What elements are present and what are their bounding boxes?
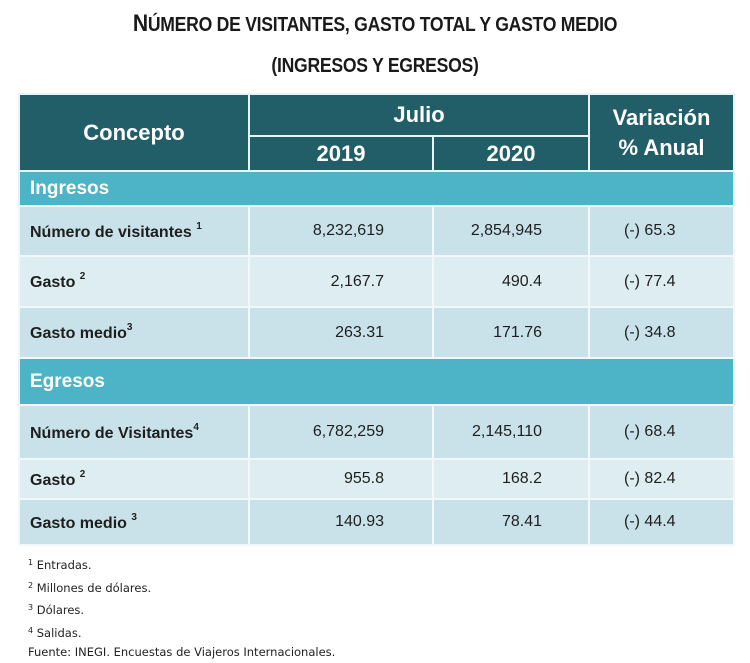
source-note: Fuente: INEGI. Encuestas de Viajeros Int… bbox=[28, 645, 336, 659]
value-variation: (-) 65.3 bbox=[588, 205, 735, 257]
header-variation-line2: % Anual bbox=[618, 134, 705, 160]
title-line-2: (INGRESOS Y EGRESOS) bbox=[271, 55, 479, 77]
value-2020: 2,854,945 bbox=[432, 205, 590, 257]
footnote: 2 Millones de dólares. bbox=[28, 580, 152, 595]
header-year-2020: 2020 bbox=[432, 135, 590, 172]
row-label: Gasto 2 bbox=[18, 458, 250, 500]
value-2020: 78.41 bbox=[432, 498, 590, 546]
header-variation-line1: Variación bbox=[612, 104, 711, 130]
value-variation: (-) 68.4 bbox=[588, 404, 735, 460]
row-label: Gasto medio 3 bbox=[18, 498, 250, 546]
header-year-2019: 2019 bbox=[248, 135, 434, 172]
row-label: Gasto medio3 bbox=[18, 306, 250, 359]
visitors-table: Concepto Julio Variación % Anual 2019 20… bbox=[18, 93, 735, 546]
row-label: Número de Visitantes4 bbox=[18, 404, 250, 460]
table-row: Gasto medio3 263.31 171.76 (-) 34.8 bbox=[18, 306, 735, 359]
value-2020: 490.4 bbox=[432, 255, 590, 308]
footnotes: 1 Entradas. 2 Millones de dólares. 3 Dól… bbox=[28, 553, 335, 663]
header-month: Julio bbox=[248, 93, 590, 137]
value-2019: 955.8 bbox=[248, 458, 434, 500]
value-2019: 2,167.7 bbox=[248, 255, 434, 308]
value-variation: (-) 34.8 bbox=[588, 306, 735, 359]
row-label: Número de visitantes 1 bbox=[18, 205, 250, 257]
value-variation: (-) 82.4 bbox=[588, 458, 735, 500]
value-2019: 140.93 bbox=[248, 498, 434, 546]
table-row: Número de Visitantes4 6,782,259 2,145,11… bbox=[18, 404, 735, 460]
table-row: Gasto medio 3 140.93 78.41 (-) 44.4 bbox=[18, 498, 735, 546]
value-2020: 171.76 bbox=[432, 306, 590, 359]
footnote: 3 Dólares. bbox=[28, 603, 85, 617]
value-2019: 8,232,619 bbox=[248, 205, 434, 257]
section-egresos: Egresos bbox=[18, 358, 735, 405]
title-line-1: NÚMERO DE VISITANTES, GASTO TOTAL Y GAST… bbox=[132, 10, 618, 37]
value-2020: 168.2 bbox=[432, 458, 590, 500]
header-concepto: Concepto bbox=[18, 93, 250, 172]
table-row: Número de visitantes 1 8,232,619 2,854,9… bbox=[18, 205, 735, 257]
table-row: Gasto 2 2,167.7 490.4 (-) 77.4 bbox=[18, 255, 735, 308]
value-2019: 6,782,259 bbox=[248, 404, 434, 460]
value-variation: (-) 77.4 bbox=[588, 255, 735, 308]
value-variation: (-) 44.4 bbox=[588, 498, 735, 546]
header-variation: Variación % Anual bbox=[588, 93, 735, 172]
row-label: Gasto 2 bbox=[18, 255, 250, 308]
section-ingresos: Ingresos bbox=[18, 171, 735, 206]
footnote: 4 Salidas. bbox=[28, 625, 82, 640]
footnote: 1 Entradas. bbox=[28, 558, 92, 572]
table-row: Gasto 2 955.8 168.2 (-) 82.4 bbox=[18, 458, 735, 500]
value-2019: 263.31 bbox=[248, 306, 434, 359]
value-2020: 2,145,110 bbox=[432, 404, 590, 460]
